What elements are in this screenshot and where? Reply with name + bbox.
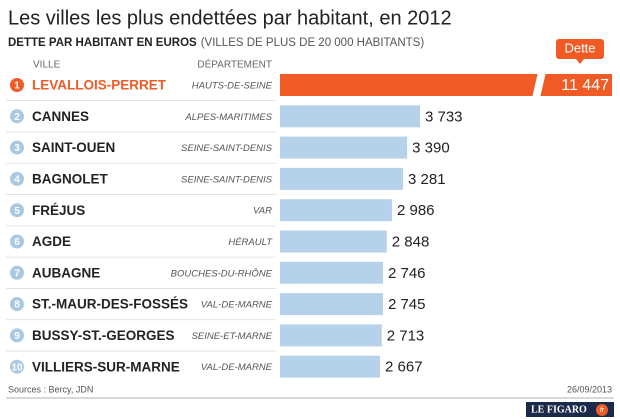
- subtitle-note: (VILLES DE PLUS DE 20 000 HABITANTS): [201, 37, 425, 49]
- chart-title: Les villes les plus endettées par habita…: [8, 7, 452, 29]
- department: HAUTS-DE-SEINE: [192, 81, 273, 92]
- department: SEINE-ET-MARNE: [192, 331, 273, 342]
- rank: 9: [14, 331, 20, 342]
- badge: [556, 39, 604, 59]
- department: VAR: [253, 206, 272, 217]
- rank: 5: [14, 206, 20, 217]
- rank-badge: [10, 140, 24, 155]
- bar: [280, 199, 392, 222]
- bar: [280, 105, 420, 128]
- value-label: 2 986: [397, 202, 435, 219]
- rank-badge: [10, 78, 24, 92]
- rank-badge: [10, 234, 24, 249]
- bar: [280, 74, 612, 96]
- bar: [280, 136, 408, 159]
- logo-dot: [596, 404, 608, 416]
- bar: [280, 230, 387, 253]
- city: FRÉJUS: [32, 203, 85, 218]
- rank-badge: [10, 109, 24, 124]
- bar: [280, 355, 381, 378]
- badge-label: Dette: [564, 40, 595, 55]
- rank-badge: [10, 171, 24, 186]
- department: SEINE-SAINT-DENIS: [181, 174, 273, 185]
- city: CANNES: [32, 109, 89, 124]
- logo-box: [526, 402, 614, 417]
- bar: [280, 324, 382, 347]
- city: BAGNOLET: [32, 171, 109, 186]
- city: BUSSY-ST.-GEORGES: [32, 328, 175, 343]
- rank: 1: [14, 81, 20, 92]
- rank: 10: [11, 362, 23, 373]
- department: HÉRAULT: [228, 237, 273, 248]
- column-header: DÉPARTEMENT: [197, 58, 272, 71]
- department: ALPES-MARITIMES: [184, 112, 272, 123]
- logo-suffix: fr: [600, 407, 605, 414]
- rank-badge: [10, 203, 24, 218]
- value-label: 2 713: [387, 327, 425, 344]
- value-label: 2 667: [385, 359, 423, 376]
- value-label: 3 390: [412, 140, 450, 157]
- bar-break: [532, 72, 546, 98]
- bar: [280, 167, 404, 190]
- rank: 4: [14, 175, 20, 186]
- value-label: 2 745: [388, 296, 426, 313]
- bar: [280, 261, 383, 284]
- date: 26/09/2013: [567, 384, 612, 394]
- department: BOUCHES-DU-RHÔNE: [171, 268, 273, 279]
- logo: LE FIGARO: [531, 404, 587, 415]
- subtitle-main: DETTE PAR HABITANT EN EUROS: [8, 37, 197, 49]
- rank-badge: [10, 328, 24, 343]
- value-label: 11 447: [561, 77, 609, 94]
- city: ST.-MAUR-DES-FOSSÉS: [32, 297, 188, 312]
- rank-badge: [10, 265, 24, 280]
- city: VILLIERS-SUR-MARNE: [32, 359, 180, 374]
- badge-pointer: [576, 59, 584, 64]
- rank-badge: [10, 359, 24, 374]
- department: VAL-DE-MARNE: [201, 362, 273, 373]
- bar: [280, 293, 383, 316]
- value-label: 2 746: [388, 265, 426, 282]
- city: AUBAGNE: [32, 265, 100, 280]
- value-label: 3 281: [408, 171, 446, 188]
- plot-area: [280, 74, 612, 378]
- rank: 6: [14, 237, 20, 248]
- department: VAL-DE-MARNE: [201, 300, 273, 311]
- rank: 3: [14, 143, 20, 154]
- department: SEINE-SAINT-DENIS: [181, 143, 273, 154]
- value-label: 2 848: [392, 233, 430, 250]
- city: AGDE: [32, 234, 71, 249]
- rank-badge: [10, 297, 24, 312]
- city: SAINT-OUEN: [32, 140, 115, 155]
- subtitle: DETTE PAR HABITANT EN EUROS (VILLES DE PL…: [8, 37, 424, 49]
- value-label: 3 733: [425, 108, 463, 125]
- column-header: VILLE: [33, 60, 61, 71]
- city: LEVALLOIS-PERRET: [32, 78, 167, 93]
- rank: 2: [14, 112, 20, 123]
- source: Sources : Bercy, JDN: [8, 384, 93, 394]
- rank: 7: [14, 268, 20, 279]
- rank: 8: [14, 300, 20, 311]
